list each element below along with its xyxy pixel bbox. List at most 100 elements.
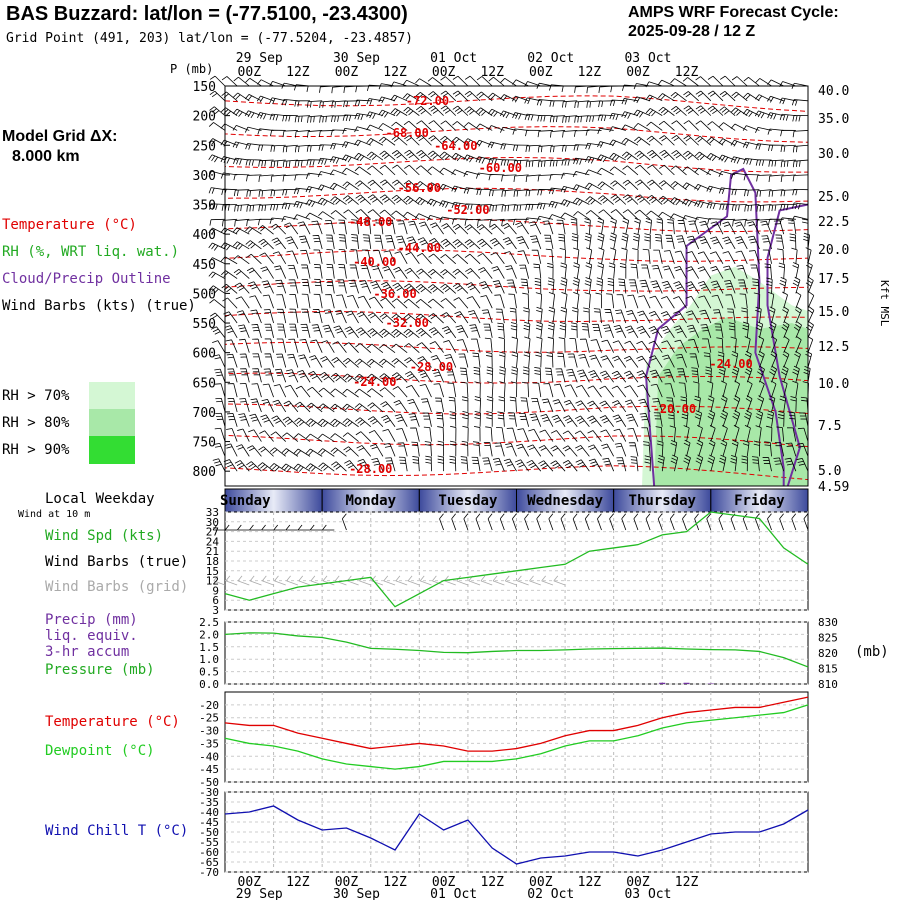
wind-barb-grid	[383, 575, 396, 586]
height-tick-label: 35.0	[818, 112, 849, 127]
wind-barb	[508, 412, 517, 427]
wind-barb	[486, 411, 493, 427]
wind-barb	[682, 166, 699, 176]
wind-barb	[601, 339, 615, 353]
wind-barb	[342, 373, 359, 383]
wind-barb	[695, 120, 712, 131]
wind-barb	[233, 268, 250, 279]
wind-barb	[233, 76, 250, 87]
wind-barb	[678, 382, 687, 398]
wind-barb	[306, 100, 323, 108]
wind-barb	[754, 110, 772, 119]
wind-barb	[511, 366, 518, 383]
wind-barb	[275, 368, 287, 383]
wind-barb	[574, 115, 590, 123]
wind-barb	[785, 442, 797, 457]
wind-barb	[584, 232, 592, 250]
weekday-label: Friday	[734, 493, 785, 509]
wind-barb	[270, 174, 286, 183]
wind-barb	[727, 308, 736, 324]
wind-barb	[788, 411, 797, 427]
wind-barb	[697, 251, 712, 264]
wind-barb	[282, 115, 298, 122]
wind-barb	[694, 183, 711, 191]
wind-barb	[261, 280, 274, 294]
wind-barb-true	[694, 513, 700, 531]
wind-barb	[415, 78, 432, 87]
wind-barb	[305, 186, 323, 193]
wind-barb	[330, 210, 347, 220]
wind-barb	[767, 112, 784, 120]
wind-barb	[707, 75, 724, 87]
wind-barb	[260, 414, 274, 427]
legend-3hr-accum: 3-hr accum	[45, 644, 130, 660]
wind-barb	[720, 395, 728, 413]
wind-barb	[239, 353, 250, 368]
wind-barb	[597, 217, 605, 235]
wind-barb	[609, 166, 627, 176]
wind-barb	[556, 219, 566, 235]
wind-barb	[641, 264, 651, 279]
wind-barb	[393, 400, 408, 413]
wind-barb	[451, 136, 469, 146]
wind-barb	[246, 461, 262, 472]
wind-barb	[341, 154, 359, 163]
wind-barb	[588, 370, 602, 383]
wind-barb	[717, 351, 725, 368]
time-tick-label-top: 00Z	[529, 65, 553, 80]
wind-barb	[300, 249, 311, 264]
wind-barb	[650, 280, 663, 294]
wind-barb	[634, 217, 641, 235]
wind-barb	[743, 92, 760, 102]
wind-barb	[797, 427, 809, 442]
wind-barb	[506, 427, 517, 442]
pressure-tick-label: 750	[193, 436, 216, 451]
wind-barb	[560, 262, 567, 279]
wind-barb	[628, 279, 639, 294]
wind-barb	[330, 142, 347, 150]
wind-barb	[329, 182, 347, 191]
wind-barb	[467, 310, 481, 324]
wind-barb	[325, 294, 335, 309]
chill-y-tick-label: -55	[199, 836, 219, 849]
wind-barb	[465, 268, 481, 279]
wind-barb	[744, 365, 753, 383]
wind-barb	[208, 138, 226, 146]
wind-barb	[794, 350, 801, 368]
wind-barb	[597, 262, 604, 279]
wind-barb	[433, 383, 445, 398]
wind-barb	[500, 159, 517, 166]
precip-y-tick-label: 0.0	[199, 678, 219, 691]
wind-barb	[318, 211, 335, 220]
wind-barb	[435, 397, 445, 412]
weekday-label: Sunday	[220, 493, 271, 509]
wind-barb	[791, 99, 809, 106]
wind-barb	[415, 106, 432, 116]
wind-barb	[607, 277, 615, 294]
wind-barb	[698, 295, 712, 309]
temp-y-tick-label: -40	[199, 750, 219, 763]
wind-barb	[343, 209, 359, 220]
wind-barb	[707, 90, 724, 102]
wind-barb	[586, 100, 602, 108]
wind-barb-true	[767, 513, 772, 531]
wind-barb	[306, 402, 323, 413]
wind-barb	[309, 355, 323, 368]
wind-barb	[567, 353, 578, 368]
rh-legend-70: RH > 70%	[2, 388, 70, 404]
wind-barb	[537, 130, 553, 138]
wind-barb	[432, 369, 444, 383]
wind-barb	[233, 173, 250, 181]
wind-barb	[405, 385, 420, 398]
wind-barb	[783, 336, 790, 353]
wind-barb	[657, 79, 675, 87]
pressure-tick-label: 550	[193, 317, 216, 332]
wind-barb	[573, 211, 590, 220]
wind-barb	[595, 292, 602, 309]
wind-barb	[733, 395, 741, 413]
wind-barb	[317, 171, 335, 178]
time-tick-label-bottom: 12Z	[286, 875, 310, 890]
wind-barb	[225, 339, 238, 353]
weekday-label: Monday	[345, 493, 396, 509]
wind-barb	[807, 336, 814, 353]
